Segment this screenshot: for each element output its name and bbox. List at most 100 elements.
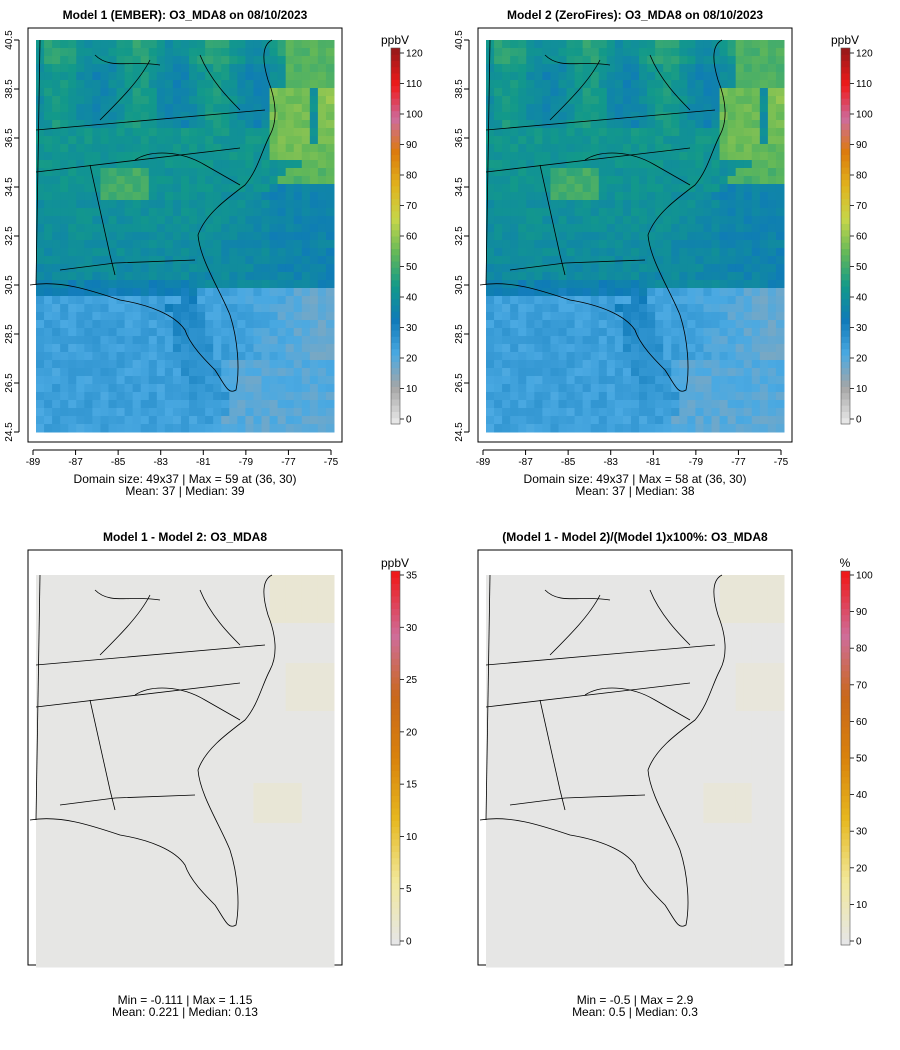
heatmap-cell bbox=[567, 104, 576, 113]
heatmap-cell bbox=[181, 759, 190, 768]
heatmap-cell bbox=[149, 192, 158, 201]
colorbar-tick-label: 90 bbox=[856, 140, 868, 151]
heatmap-cell bbox=[36, 120, 45, 129]
heatmap-cell bbox=[270, 40, 279, 49]
heatmap-cell bbox=[278, 368, 287, 377]
heatmap-cell bbox=[92, 312, 101, 321]
heatmap-cell bbox=[141, 368, 150, 377]
heatmap-cell bbox=[286, 144, 295, 153]
heatmap-cell bbox=[286, 160, 295, 169]
heatmap-cell bbox=[149, 767, 158, 776]
heatmap-cell bbox=[213, 120, 222, 129]
heatmap-cell bbox=[510, 384, 519, 393]
heatmap-cell bbox=[278, 96, 287, 105]
heatmap-cell bbox=[558, 80, 567, 89]
heatmap-cell bbox=[141, 575, 150, 584]
heatmap-cell bbox=[60, 248, 69, 257]
heatmap-cell bbox=[550, 304, 559, 313]
heatmap-cell bbox=[583, 168, 592, 177]
heatmap-cell bbox=[270, 176, 279, 185]
heatmap-cell bbox=[133, 671, 142, 680]
heatmap-cell bbox=[253, 631, 262, 640]
heatmap-cell bbox=[494, 176, 503, 185]
heatmap-cell bbox=[205, 88, 214, 97]
heatmap-cell bbox=[36, 639, 45, 648]
heatmap-cell bbox=[294, 256, 303, 265]
heatmap-cell bbox=[663, 224, 672, 233]
heatmap-cell bbox=[575, 304, 584, 313]
heatmap-cell bbox=[494, 376, 503, 385]
heatmap-cell bbox=[173, 751, 182, 760]
heatmap-cell bbox=[229, 424, 238, 433]
heatmap-cell bbox=[591, 288, 600, 297]
heatmap-cell bbox=[92, 328, 101, 337]
heatmap-cell bbox=[173, 719, 182, 728]
heatmap-cell bbox=[760, 120, 769, 129]
heatmap-cell bbox=[310, 767, 319, 776]
heatmap-cell bbox=[173, 735, 182, 744]
heatmap-cell bbox=[108, 384, 117, 393]
heatmap-cell bbox=[567, 184, 576, 193]
heatmap-cell bbox=[245, 647, 254, 656]
heatmap-cell bbox=[60, 719, 69, 728]
heatmap-cell bbox=[173, 687, 182, 696]
heatmap-cell bbox=[647, 168, 656, 177]
heatmap-cell bbox=[294, 72, 303, 81]
heatmap-cell bbox=[326, 631, 335, 640]
heatmap-cell bbox=[213, 655, 222, 664]
heatmap-cell bbox=[776, 416, 785, 425]
heatmap-cell bbox=[286, 224, 295, 233]
heatmap-cell bbox=[181, 775, 190, 784]
heatmap-cell bbox=[776, 288, 785, 297]
heatmap-cell bbox=[663, 352, 672, 361]
heatmap-cell bbox=[671, 248, 680, 257]
heatmap-cell bbox=[712, 296, 721, 305]
heatmap-cell bbox=[583, 104, 592, 113]
heatmap-cell bbox=[245, 719, 254, 728]
heatmap-cell bbox=[108, 719, 117, 728]
heatmap-cell bbox=[68, 56, 77, 65]
heatmap-cell bbox=[647, 80, 656, 89]
heatmap-cell bbox=[84, 631, 93, 640]
heatmap-cell bbox=[173, 272, 182, 281]
heatmap-cell bbox=[728, 120, 737, 129]
heatmap-cell bbox=[558, 136, 567, 145]
heatmap-cell bbox=[550, 392, 559, 401]
heatmap-cell bbox=[92, 352, 101, 361]
heatmap-cell bbox=[671, 128, 680, 137]
heatmap-cell bbox=[262, 104, 271, 113]
heatmap-cell bbox=[728, 176, 737, 185]
heatmap-cell bbox=[534, 224, 543, 233]
heatmap-cell bbox=[575, 352, 584, 361]
heatmap-cell bbox=[117, 184, 126, 193]
heatmap-cell bbox=[92, 791, 101, 800]
heatmap-cell bbox=[165, 360, 174, 369]
heatmap-cell bbox=[133, 64, 142, 73]
heatmap-cell bbox=[278, 288, 287, 297]
heatmap-cell bbox=[639, 144, 648, 153]
heatmap-cell bbox=[752, 152, 761, 161]
heatmap-cell bbox=[157, 703, 166, 712]
heatmap-cell bbox=[591, 48, 600, 57]
heatmap-cell bbox=[213, 663, 222, 672]
heatmap-cell bbox=[712, 120, 721, 129]
heatmap-cell bbox=[294, 759, 303, 768]
heatmap-cell bbox=[245, 64, 254, 73]
heatmap-cell bbox=[302, 400, 311, 409]
heatmap-cells bbox=[486, 40, 785, 433]
heatmap-cell bbox=[52, 224, 61, 233]
heatmap-cell bbox=[663, 248, 672, 257]
heatmap-cell bbox=[542, 96, 551, 105]
colorbar-segment bbox=[391, 280, 400, 287]
heatmap-cell bbox=[197, 719, 206, 728]
heatmap-cell bbox=[245, 687, 254, 696]
heatmap-cell bbox=[68, 96, 77, 105]
heatmap-cell bbox=[294, 384, 303, 393]
heatmap-cell bbox=[744, 408, 753, 417]
heatmap-cell bbox=[197, 655, 206, 664]
heatmap-cell bbox=[326, 623, 335, 632]
heatmap-cell bbox=[141, 96, 150, 105]
heatmap-cell bbox=[744, 296, 753, 305]
colorbar-segment bbox=[841, 123, 850, 130]
heatmap-cell bbox=[310, 719, 319, 728]
